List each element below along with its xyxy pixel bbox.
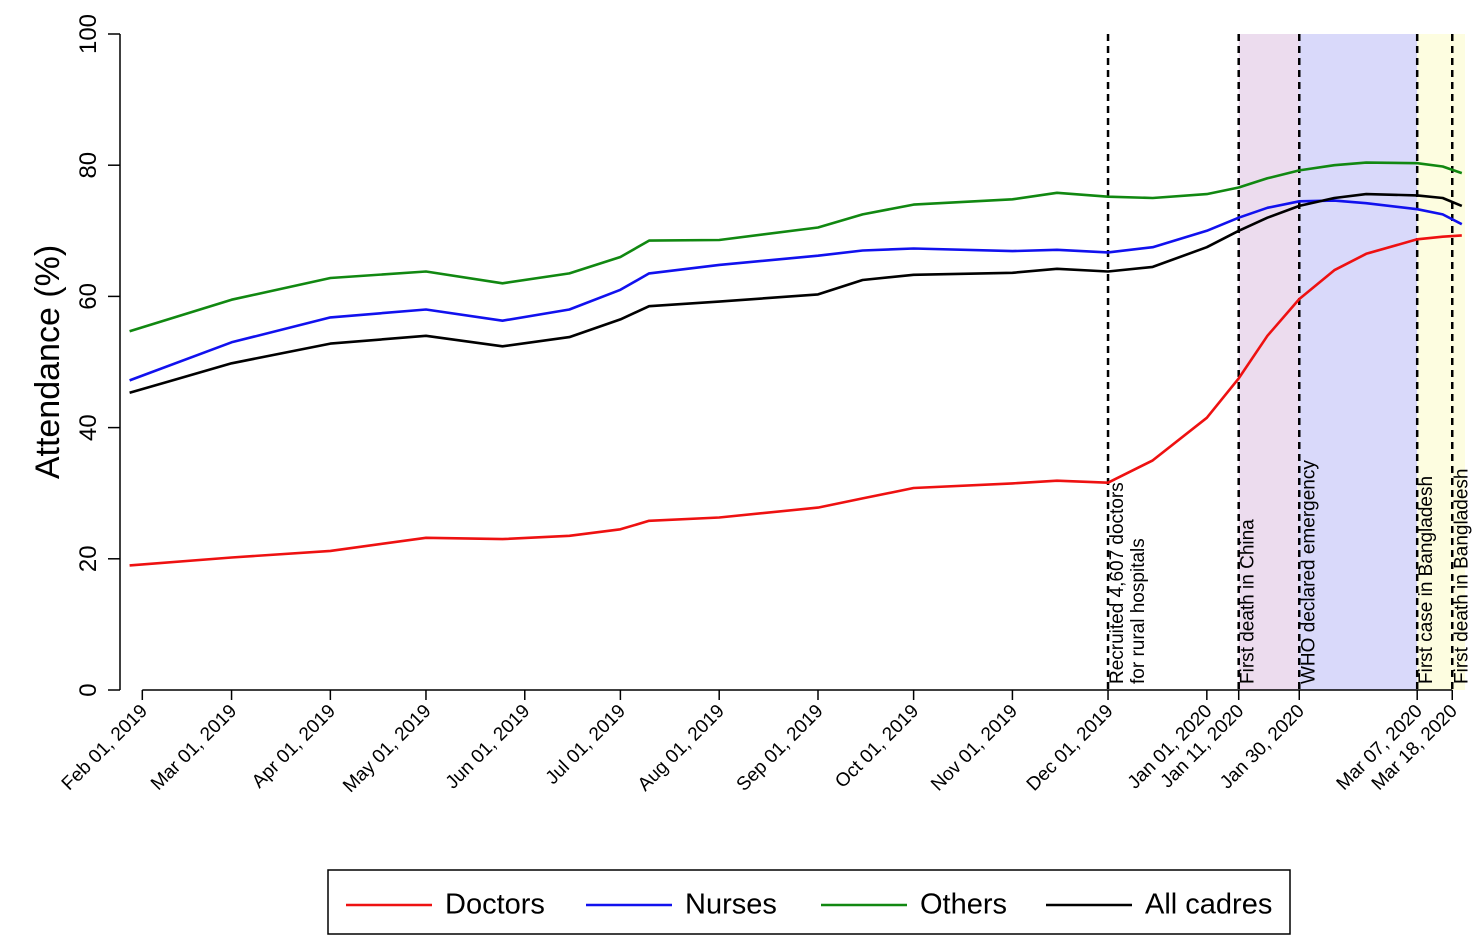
x-tick-label: Jul 01, 2019 xyxy=(542,701,630,789)
x-tick-label: May 01, 2019 xyxy=(339,701,435,797)
y-axis-title: Attendance (%) xyxy=(29,245,67,479)
legend-label: All cadres xyxy=(1145,889,1272,921)
legend-label: Doctors xyxy=(445,889,545,921)
data-line xyxy=(129,161,1463,333)
y-tick-label: 80 xyxy=(75,152,102,179)
data-line xyxy=(129,199,1463,382)
legend: Doctors Nurses Others All cadres xyxy=(327,869,1291,935)
x-tick-label: Sep 01, 2019 xyxy=(733,701,828,796)
legend-label: Others xyxy=(920,889,1007,921)
data-line xyxy=(129,234,1462,567)
shaded-period xyxy=(1417,34,1465,690)
y-tick-label: 100 xyxy=(75,14,102,54)
y-tick-label: 20 xyxy=(75,545,102,572)
x-tick-label: Dec 01, 2019 xyxy=(1023,701,1118,796)
data-line xyxy=(129,192,1463,395)
x-tick-label: Apr 01, 2019 xyxy=(248,701,340,793)
x-tick-label: Mar 01, 2019 xyxy=(147,701,241,795)
x-tick-label: Jun 01, 2019 xyxy=(442,701,535,794)
x-tick-label: Aug 01, 2019 xyxy=(634,701,729,796)
event-label: for rural hospitals xyxy=(1128,538,1149,684)
x-tick-label: Oct 01, 2019 xyxy=(831,701,923,793)
y-tick-label: 0 xyxy=(75,683,102,696)
event-label: First death in Bangladesh xyxy=(1451,469,1472,684)
x-tick-label: Nov 01, 2019 xyxy=(927,701,1022,796)
event-label: Recruited 4,607 doctors xyxy=(1107,482,1128,684)
event-label: First death in China xyxy=(1238,519,1259,684)
event-label: First case in Bangladesh xyxy=(1416,476,1437,684)
legend-box xyxy=(327,869,1291,935)
x-tick-label: Feb 01, 2019 xyxy=(58,701,152,795)
y-tick-label: 40 xyxy=(75,414,102,441)
shaded-period xyxy=(1299,34,1418,690)
legend-label: Nurses xyxy=(685,889,777,921)
event-label: WHO declared emergency xyxy=(1298,460,1319,684)
y-tick-label: 60 xyxy=(75,283,102,310)
